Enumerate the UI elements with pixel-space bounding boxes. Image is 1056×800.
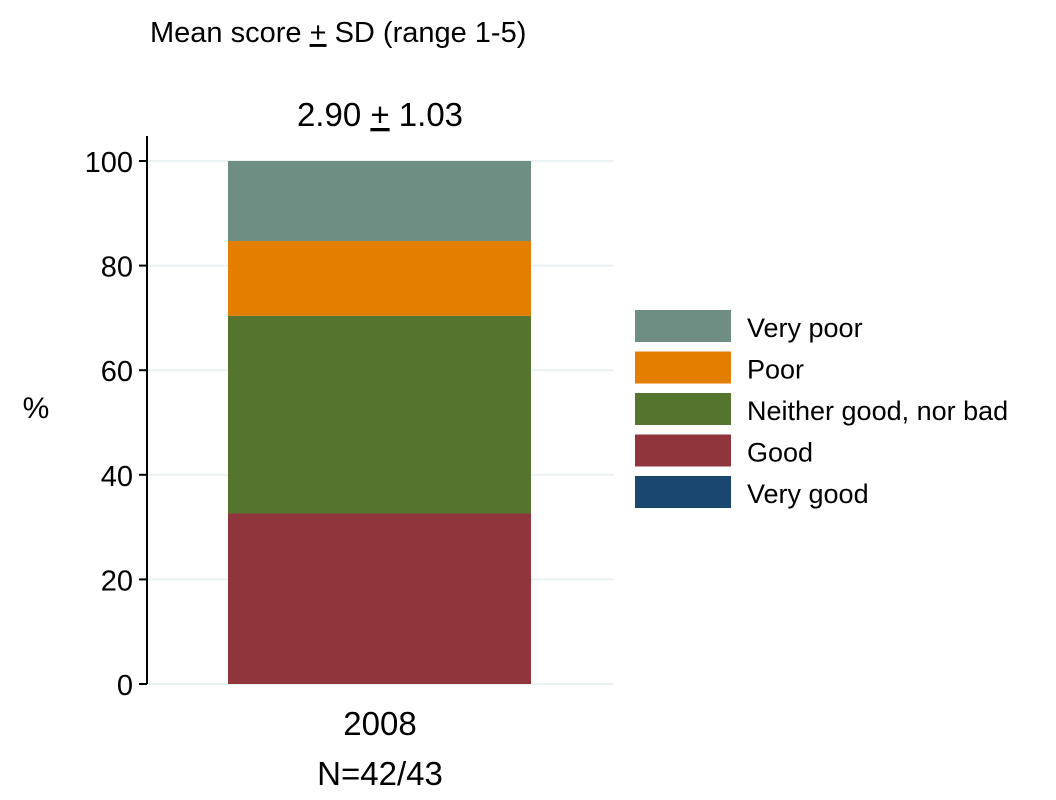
y-axis-label: % [23,392,50,425]
legend-label-3: Good [747,438,813,468]
bar-segment-poor [228,241,531,316]
chart-title-part-1: Mean score [150,17,310,49]
chart-title-part-2: SD (range 1-5) [327,17,527,49]
legend-swatch-3 [635,434,731,467]
y-axis: 0 20 40 60 80 100 [85,136,148,702]
legend-label-2: Neither good, nor bad [747,396,1008,426]
bar-segment-neither-good-nor-bad [228,315,531,514]
legend-label-4: Very good [747,479,869,509]
y-tick-label-0: 0 [117,670,133,702]
legend-swatch-2 [635,393,731,425]
y-tick-label-2: 40 [101,461,133,493]
legend-label-0: Very poor [747,313,863,343]
bar-annotation-mean: 2.90 [297,96,370,133]
legend-swatch-4 [635,476,731,508]
bar-segment-good [228,513,531,684]
bar-annotation-sd: 1.03 [390,96,463,133]
bar-segment-very-poor [228,161,531,242]
x-tick-label: 2008 [343,705,416,742]
y-tick-label-4: 80 [101,252,133,284]
y-tick-label-3: 60 [101,356,133,388]
y-tick-label-1: 20 [101,565,133,597]
bar-annotation: 2.90 + 1.03 [297,96,463,133]
sample-size-label: N=42/43 [317,755,443,792]
bars [228,161,531,684]
legend-label-1: Poor [747,355,804,385]
chart-title: Mean score + SD (range 1-5) [150,17,526,49]
legend-swatch-0 [635,310,731,342]
y-tick-label-5: 100 [85,147,133,179]
legend-swatch-1 [635,351,731,384]
bar-annotation-plusminus: + [370,96,389,133]
chart-title-plusminus: + [310,17,327,49]
legend: Very poor Poor Neither good, nor bad Good Ve… [635,310,1008,509]
